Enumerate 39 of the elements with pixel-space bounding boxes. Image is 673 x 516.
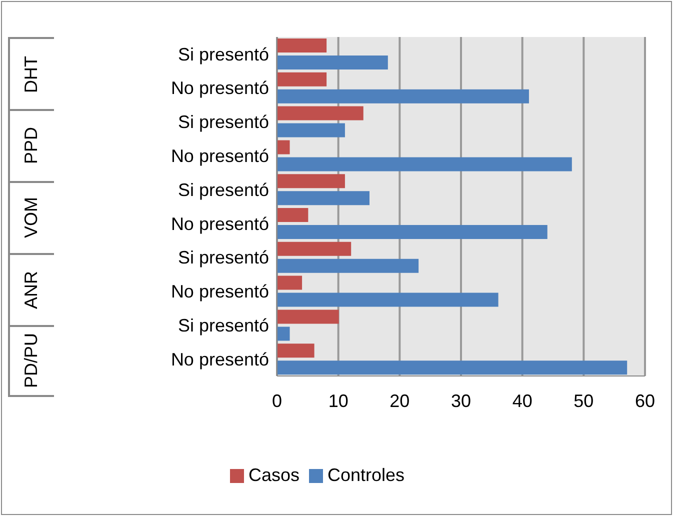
bar (277, 276, 302, 290)
y-tick-label: No presentó (170, 214, 269, 234)
bar (277, 123, 345, 138)
bar (277, 174, 345, 188)
y-tick-label: Si presentó (178, 44, 269, 64)
bar (277, 38, 327, 52)
y-tick-label: No presentó (170, 282, 269, 302)
y-tick-label: No presentó (170, 146, 269, 166)
y-tick-label: No presentó (170, 78, 269, 98)
x-tick-label: 50 (574, 390, 594, 411)
bar (277, 157, 572, 172)
bar (277, 89, 529, 104)
x-tick-label: 30 (450, 390, 472, 411)
x-tick-label: 0 (272, 390, 282, 411)
bar (277, 106, 364, 120)
bar (277, 242, 352, 256)
bar (277, 360, 628, 375)
x-tick-label: 10 (328, 390, 348, 411)
bar (277, 56, 388, 70)
y-tick-label: No presentó (170, 349, 269, 370)
bar (277, 72, 327, 86)
y-tick-label: Si presentó (178, 316, 269, 336)
legend-label: Casos (248, 465, 300, 485)
bar (277, 140, 290, 154)
bar (277, 310, 339, 324)
x-tick-label: 60 (634, 390, 656, 411)
bar (277, 191, 370, 206)
legend-label: Controles (327, 465, 405, 485)
x-tick-label: 20 (390, 390, 410, 411)
y-tick-label: Si presentó (178, 180, 269, 200)
bar (277, 326, 290, 341)
bar (277, 292, 498, 307)
y-tick-label: Si presentó (178, 248, 269, 268)
bar (277, 208, 308, 222)
bar (277, 258, 419, 273)
bar (277, 225, 548, 239)
x-tick-label: 40 (512, 390, 532, 411)
y-tick-label: Si presentó (178, 112, 269, 132)
bar (277, 344, 314, 358)
